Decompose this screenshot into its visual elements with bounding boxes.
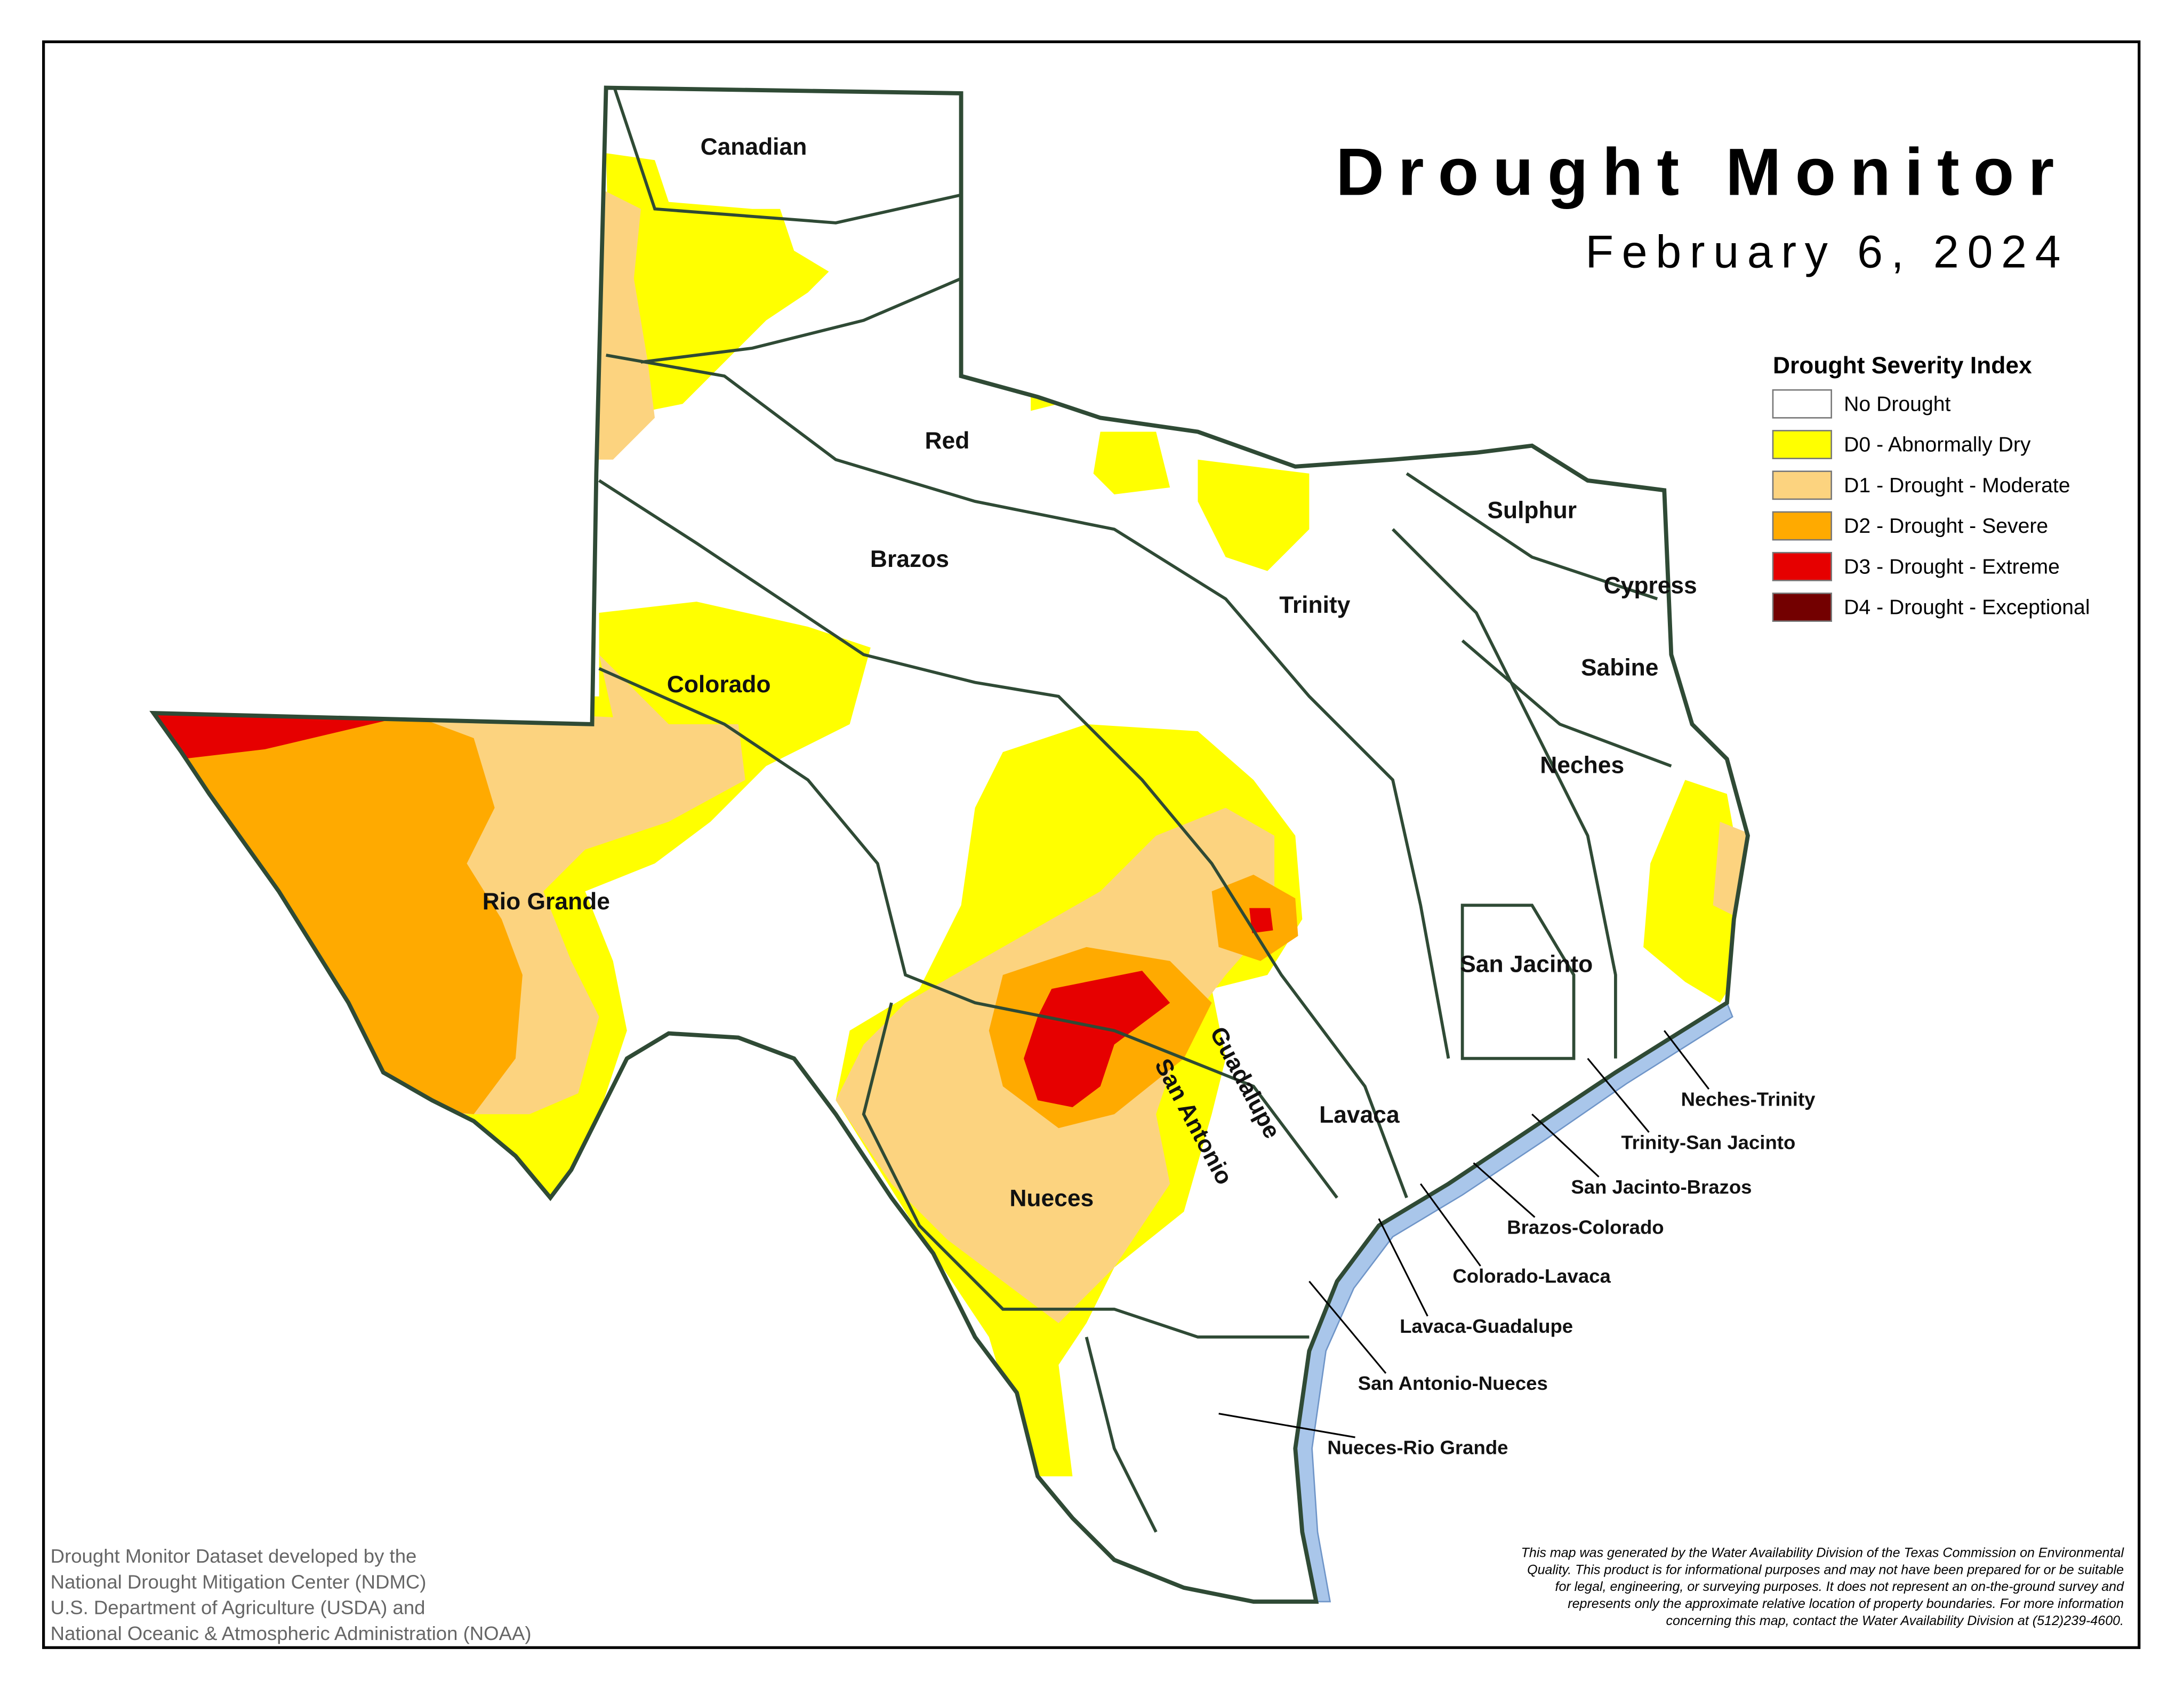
basin-label: Lavaca: [1319, 1102, 1400, 1128]
basin-label: Sabine: [1581, 655, 1659, 681]
basin-boundary: [1460, 903, 1576, 1060]
drought-area: [1198, 459, 1310, 571]
basin-boundary: [611, 87, 962, 225]
legend-swatch: [1772, 593, 1832, 622]
land: [153, 87, 1748, 1602]
leader-line: [1587, 1058, 1650, 1133]
basin-boundary: [1085, 1337, 1158, 1533]
legend-label: D2 - Drought - Severe: [1844, 515, 2048, 538]
coastal-basin-label: Brazos-Colorado: [1507, 1217, 1664, 1238]
disclaimer-line: represents only the approximate relative…: [1568, 1596, 2124, 1611]
legend-swatch: [1772, 430, 1832, 459]
disclaimer-line: for legal, engineering, or surveying pur…: [1555, 1579, 2124, 1594]
coastal-basin-label: San Antonio-Nueces: [1358, 1372, 1548, 1394]
disclaimer-line: Quality. This product is for information…: [1527, 1562, 2124, 1577]
leader-line: [1378, 1218, 1428, 1317]
disclaimer-line: This map was generated by the Water Avai…: [1521, 1546, 2125, 1561]
legend-label: D4 - Drought - Exceptional: [1844, 596, 2090, 619]
coastal-basin-label: Trinity-San Jacinto: [1621, 1131, 1795, 1153]
disclaimer-line: concerning this map, contact the Water A…: [1666, 1613, 2124, 1628]
drought-area: [1093, 431, 1170, 495]
leader-line: [1473, 1162, 1536, 1218]
legend-swatch: [1772, 470, 1832, 500]
labels: Canadian Red Brazos Colorado Rio Grande Trini…: [483, 134, 1816, 1458]
legend-swatch: [1772, 511, 1832, 541]
basin-boundary: [640, 277, 962, 364]
basin-boundary: [862, 1002, 1310, 1339]
date: February 6, 2024: [1585, 226, 2069, 277]
legend-label: D0 - Abnormally Dry: [1844, 434, 2031, 457]
basin-label: Brazos: [870, 546, 949, 572]
drought-area: [1249, 908, 1273, 933]
basin-label: San Jacinto: [1460, 951, 1593, 978]
coastal-basin-label: Lavaca-Guadalupe: [1400, 1315, 1573, 1337]
basin-label: Nueces: [1009, 1185, 1094, 1211]
basin-boundary: [598, 479, 1408, 1198]
legend-swatch: [1772, 551, 1832, 581]
coastal-basin-label: San Jacinto-Brazos: [1571, 1176, 1752, 1198]
legend-swatch: [1772, 389, 1832, 419]
basin-boundary: [1406, 472, 1658, 601]
credit-line: U.S. Department of Agriculture (USDA) an…: [51, 1597, 425, 1619]
basin-label: Sulphur: [1487, 497, 1577, 523]
legend-label: D1 - Drought - Moderate: [1844, 474, 2070, 497]
drought-areas: [153, 153, 1748, 1477]
basin-label: Neches: [1540, 752, 1624, 778]
basin-label: Colorado: [667, 671, 771, 698]
basin-label: Trinity: [1279, 592, 1350, 618]
basin-boundary: [1461, 639, 1672, 767]
basin-boundary: [606, 354, 1450, 1059]
coastal-basin-label: Neches-Trinity: [1681, 1088, 1816, 1110]
texas: [149, 85, 1750, 1604]
basin-label: Rio Grande: [483, 889, 610, 915]
legend-label: No Drought: [1844, 393, 1950, 415]
leader-line: [1531, 1113, 1600, 1178]
legend-title: Drought Severity Index: [1773, 353, 2032, 379]
leader-line: [1218, 1413, 1355, 1438]
leader-line: [1420, 1183, 1481, 1267]
coastal-basin-label: Colorado-Lavaca: [1452, 1265, 1611, 1287]
drought-area: [1024, 971, 1170, 1108]
leader-line: [1664, 1030, 1710, 1090]
credit-line: National Drought Mitigation Center (NDMC…: [51, 1571, 427, 1593]
credit-line: National Oceanic & Atmospheric Administr…: [51, 1622, 532, 1644]
leader-line: [1308, 1281, 1387, 1374]
basin-label: Red: [925, 428, 969, 454]
title: Drought Monitor: [1336, 135, 2068, 210]
basin-boundary: [1392, 528, 1617, 1059]
state-outline: [149, 85, 1750, 1604]
basin-label: Canadian: [701, 134, 807, 160]
legend-label: D3 - Drought - Extreme: [1844, 555, 2060, 578]
credit-line: Drought Monitor Dataset developed by the: [51, 1545, 417, 1567]
basin-boundary: [598, 667, 1338, 1199]
basin-label: Cypress: [1604, 572, 1697, 598]
coastal-basin-label: Nueces-Rio Grande: [1327, 1436, 1508, 1458]
